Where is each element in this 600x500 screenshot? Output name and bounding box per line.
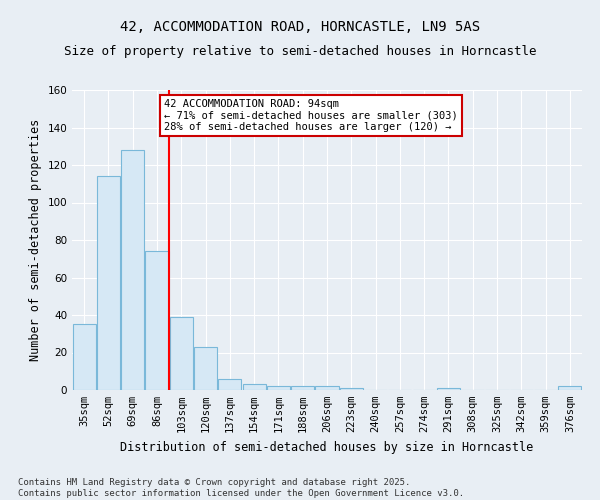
- Bar: [73, 324, 95, 390]
- Bar: [145, 251, 169, 390]
- Bar: [121, 150, 144, 390]
- Text: Size of property relative to semi-detached houses in Horncastle: Size of property relative to semi-detach…: [64, 45, 536, 58]
- Bar: [316, 386, 338, 390]
- Bar: [340, 388, 363, 390]
- Bar: [194, 347, 217, 390]
- Bar: [559, 386, 581, 390]
- X-axis label: Distribution of semi-detached houses by size in Horncastle: Distribution of semi-detached houses by …: [121, 440, 533, 454]
- Text: 42, ACCOMMODATION ROAD, HORNCASTLE, LN9 5AS: 42, ACCOMMODATION ROAD, HORNCASTLE, LN9 …: [120, 20, 480, 34]
- Bar: [291, 386, 314, 390]
- Bar: [218, 379, 241, 390]
- Y-axis label: Number of semi-detached properties: Number of semi-detached properties: [29, 119, 42, 361]
- Bar: [170, 317, 193, 390]
- Bar: [267, 386, 290, 390]
- Text: 42 ACCOMMODATION ROAD: 94sqm
← 71% of semi-detached houses are smaller (303)
28%: 42 ACCOMMODATION ROAD: 94sqm ← 71% of se…: [164, 99, 458, 132]
- Text: Contains HM Land Registry data © Crown copyright and database right 2025.
Contai: Contains HM Land Registry data © Crown c…: [18, 478, 464, 498]
- Bar: [437, 388, 460, 390]
- Bar: [242, 384, 266, 390]
- Bar: [97, 176, 120, 390]
